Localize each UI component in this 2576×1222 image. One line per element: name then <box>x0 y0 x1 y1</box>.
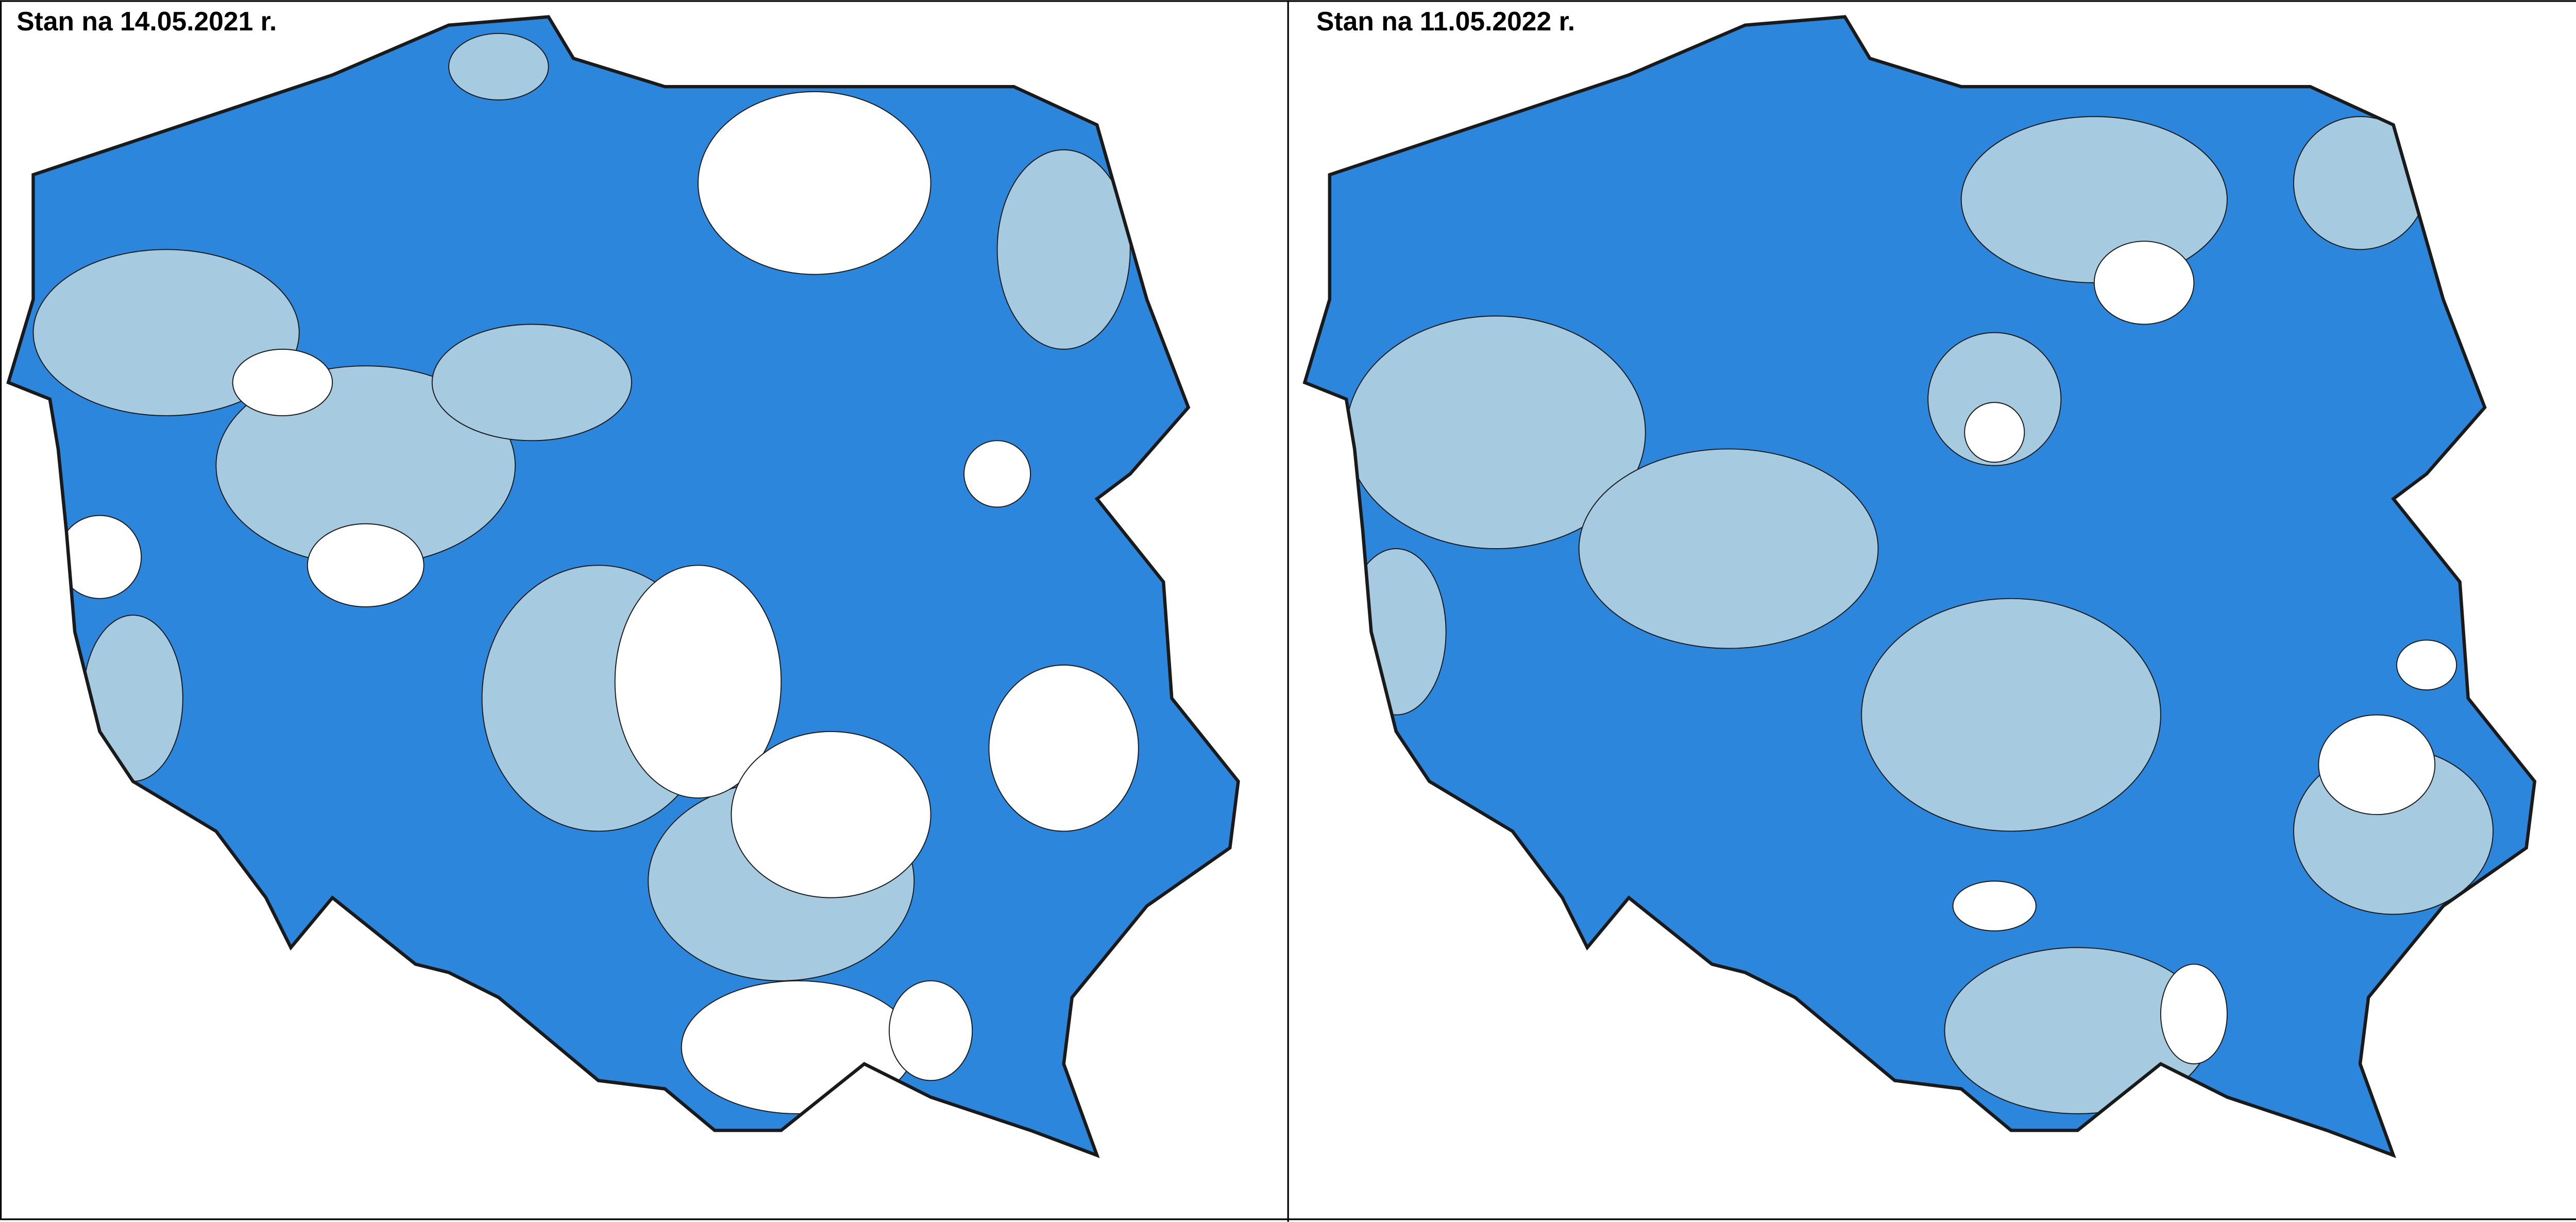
map-2022 <box>1296 0 2576 1221</box>
map-2021 <box>0 0 1288 1221</box>
panel-title: Stan na 11.05.2022 r. <box>1316 6 1575 36</box>
panel-title: Stan na 14.05.2021 r. <box>16 6 277 36</box>
